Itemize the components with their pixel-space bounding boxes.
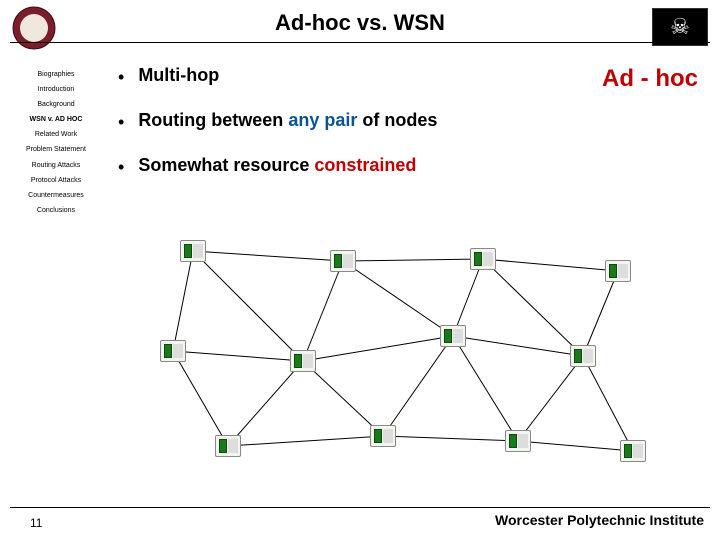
network-node <box>620 440 650 470</box>
sidebar-item-5: Problem Statement <box>8 145 104 154</box>
network-node <box>290 350 320 380</box>
bullet-dot-icon: • <box>118 67 124 88</box>
network-node <box>370 425 400 455</box>
page-number: 11 <box>30 516 42 530</box>
sidebar-item-2: Background <box>8 100 104 109</box>
bullet-dot-icon: • <box>118 112 124 133</box>
title-rule <box>10 42 710 43</box>
sidebar-item-0: Biographies <box>8 70 104 79</box>
bullet-text: Routing between any pair of nodes <box>138 110 437 131</box>
network-node <box>440 325 470 355</box>
page-title: Ad-hoc vs. WSN <box>275 10 445 35</box>
network-node <box>505 430 535 460</box>
sidebar-item-7: Protocol Attacks <box>8 176 104 185</box>
sidebar-item-3: WSN v. AD HOC <box>8 115 104 124</box>
footer-rule <box>10 507 710 508</box>
sidebar-item-6: Routing Attacks <box>8 161 104 170</box>
footer-text: Worcester Polytechnic Institute <box>495 512 704 528</box>
bullet-text: Multi-hop <box>138 65 219 86</box>
content: • Multi-hop • Routing between any pair of n… <box>118 65 704 200</box>
sidebar-item-9: Conclusions <box>8 206 104 215</box>
sidebar-item-8: Countermeasures <box>8 191 104 200</box>
network-node <box>160 340 190 370</box>
slide: ☠ Ad-hoc vs. WSN BiographiesIntroduction… <box>0 0 720 540</box>
network-node <box>215 435 245 465</box>
bullet-text: Somewhat resource constrained <box>138 155 416 176</box>
bullet-2: • Somewhat resource constrained <box>118 155 704 178</box>
bullet-dot-icon: • <box>118 157 124 178</box>
network-node <box>470 248 500 278</box>
title-bar: Ad-hoc vs. WSN <box>0 10 720 36</box>
network-node <box>330 250 360 280</box>
network-node <box>570 345 600 375</box>
sidebar-item-1: Introduction <box>8 85 104 94</box>
sidebar: Biographies Introduction Background WSN v. … <box>8 70 104 221</box>
bullet-0: • Multi-hop <box>118 65 704 88</box>
bullet-1: • Routing between any pair of nodes <box>118 110 704 133</box>
network-diagram <box>140 230 680 490</box>
sidebar-item-4: Related Work <box>8 130 104 139</box>
network-node <box>605 260 635 290</box>
network-node <box>180 240 210 270</box>
